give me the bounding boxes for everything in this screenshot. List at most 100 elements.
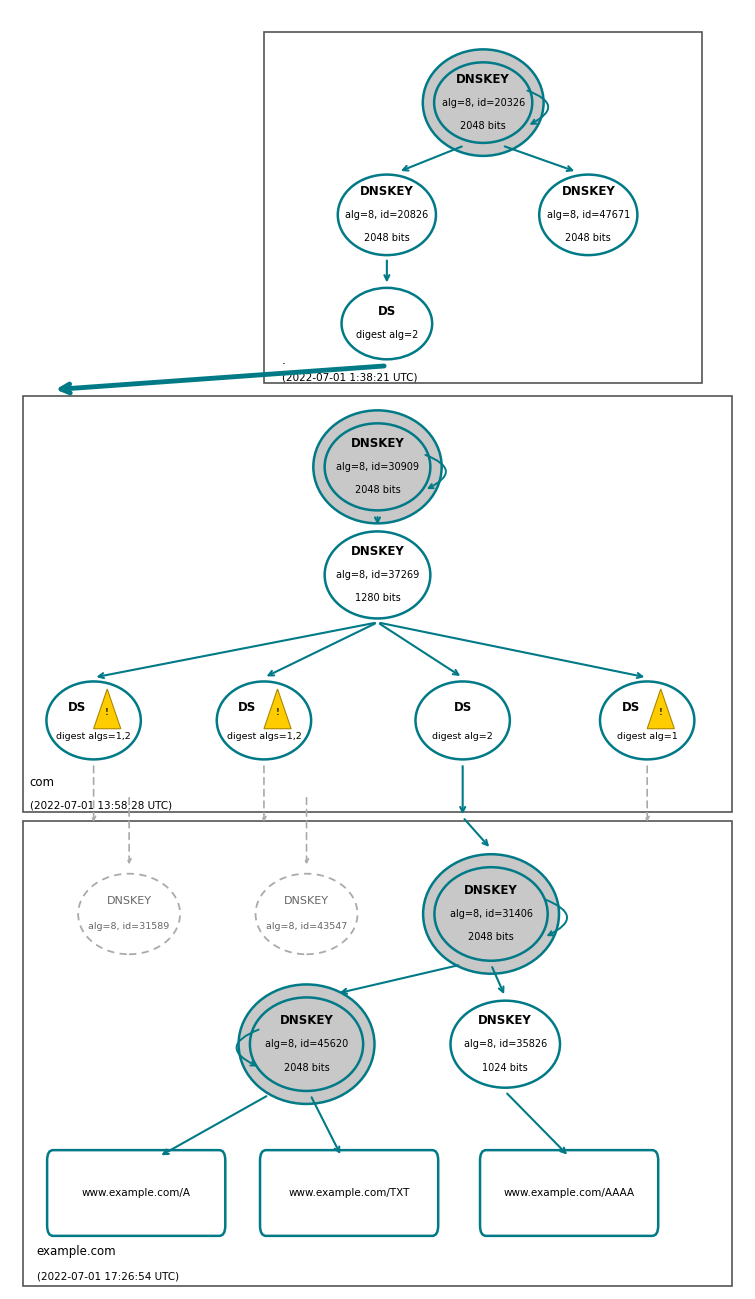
FancyArrowPatch shape (384, 261, 390, 281)
Text: DS: DS (239, 701, 257, 714)
FancyBboxPatch shape (47, 1150, 225, 1235)
Bar (23, 396, 732, 812)
Text: DS: DS (68, 701, 86, 714)
Text: 2048 bits: 2048 bits (355, 486, 400, 495)
FancyArrowPatch shape (492, 968, 504, 992)
Ellipse shape (325, 423, 430, 511)
Ellipse shape (313, 410, 442, 523)
Text: digest alg=2: digest alg=2 (356, 330, 418, 340)
FancyArrowPatch shape (425, 455, 446, 488)
Text: alg=8, id=47671: alg=8, id=47671 (547, 210, 630, 220)
Text: example.com: example.com (37, 1244, 116, 1257)
Text: DS: DS (621, 701, 639, 714)
Text: DNSKEY: DNSKEY (279, 1015, 334, 1028)
FancyArrowPatch shape (262, 766, 266, 820)
FancyArrowPatch shape (460, 766, 465, 812)
Text: (2022-07-01 13:58:28 UTC): (2022-07-01 13:58:28 UTC) (29, 800, 172, 811)
FancyArrowPatch shape (91, 766, 96, 820)
Text: DNSKEY: DNSKEY (350, 546, 405, 559)
Text: com: com (29, 777, 55, 790)
Text: digest algs=1,2: digest algs=1,2 (226, 731, 301, 740)
Ellipse shape (239, 985, 374, 1104)
FancyArrowPatch shape (380, 624, 458, 674)
Ellipse shape (341, 288, 432, 360)
Text: alg=8, id=20326: alg=8, id=20326 (442, 97, 525, 108)
Text: 2048 bits: 2048 bits (461, 121, 506, 131)
Text: digest alg=1: digest alg=1 (617, 731, 677, 740)
Text: alg=8, id=37269: alg=8, id=37269 (336, 570, 419, 579)
Ellipse shape (325, 531, 430, 618)
Text: alg=8, id=45620: alg=8, id=45620 (265, 1039, 348, 1050)
Text: 2048 bits: 2048 bits (284, 1063, 329, 1073)
Text: alg=8, id=35826: alg=8, id=35826 (464, 1039, 547, 1050)
Text: DNSKEY: DNSKEY (106, 896, 152, 905)
Text: www.example.com/TXT: www.example.com/TXT (288, 1189, 410, 1198)
Bar (23, 821, 732, 1286)
Text: .: . (282, 353, 285, 366)
FancyArrowPatch shape (127, 798, 131, 863)
Text: !: ! (276, 708, 279, 717)
FancyArrowPatch shape (381, 624, 643, 678)
Text: DNSKEY: DNSKEY (284, 896, 329, 905)
Polygon shape (647, 688, 674, 729)
FancyArrowPatch shape (99, 624, 374, 678)
FancyArrowPatch shape (61, 366, 384, 392)
Text: 2048 bits: 2048 bits (468, 933, 514, 942)
Text: !: ! (105, 708, 109, 717)
Text: alg=8, id=20826: alg=8, id=20826 (345, 210, 429, 220)
Text: 2048 bits: 2048 bits (364, 234, 410, 243)
Text: www.example.com/A: www.example.com/A (82, 1189, 191, 1198)
Ellipse shape (600, 682, 695, 760)
Text: (2022-07-01 1:38:21 UTC): (2022-07-01 1:38:21 UTC) (282, 373, 418, 383)
Ellipse shape (337, 174, 436, 255)
Text: DNSKEY: DNSKEY (350, 436, 405, 449)
Text: DNSKEY: DNSKEY (360, 184, 414, 197)
Ellipse shape (423, 855, 559, 974)
Ellipse shape (434, 868, 547, 961)
Ellipse shape (539, 174, 637, 255)
Text: alg=8, id=43547: alg=8, id=43547 (266, 922, 347, 931)
FancyArrowPatch shape (375, 517, 380, 522)
Text: !: ! (659, 708, 663, 717)
FancyArrowPatch shape (269, 624, 375, 675)
Ellipse shape (78, 874, 180, 955)
FancyArrowPatch shape (342, 965, 458, 994)
Text: (2022-07-01 17:26:54 UTC): (2022-07-01 17:26:54 UTC) (37, 1272, 179, 1282)
FancyArrowPatch shape (527, 91, 548, 123)
Ellipse shape (434, 62, 532, 143)
Text: alg=8, id=31406: alg=8, id=31406 (449, 909, 532, 918)
FancyArrowPatch shape (163, 1096, 267, 1154)
Text: alg=8, id=30909: alg=8, id=30909 (336, 462, 419, 472)
Text: digest alg=2: digest alg=2 (433, 731, 493, 740)
Text: 2048 bits: 2048 bits (565, 234, 611, 243)
FancyArrowPatch shape (403, 147, 462, 170)
FancyArrowPatch shape (507, 1094, 565, 1154)
Ellipse shape (415, 682, 510, 760)
Ellipse shape (47, 682, 140, 760)
Ellipse shape (451, 1000, 560, 1087)
Ellipse shape (255, 874, 358, 955)
Text: DNSKEY: DNSKEY (479, 1015, 532, 1028)
FancyArrowPatch shape (304, 798, 309, 863)
Text: DNSKEY: DNSKEY (464, 885, 518, 898)
Text: 1024 bits: 1024 bits (482, 1063, 528, 1073)
Polygon shape (264, 688, 291, 729)
Ellipse shape (250, 998, 363, 1091)
FancyArrowPatch shape (545, 899, 567, 935)
Text: DNSKEY: DNSKEY (562, 184, 615, 197)
Text: DNSKEY: DNSKEY (456, 73, 510, 86)
Text: DS: DS (378, 305, 396, 318)
Text: alg=8, id=31589: alg=8, id=31589 (88, 922, 170, 931)
FancyArrowPatch shape (312, 1098, 339, 1152)
Text: DS: DS (454, 701, 472, 714)
FancyArrowPatch shape (504, 147, 572, 171)
Ellipse shape (217, 682, 311, 760)
FancyBboxPatch shape (480, 1150, 658, 1235)
FancyArrowPatch shape (646, 766, 649, 820)
Ellipse shape (423, 49, 544, 156)
Text: www.example.com/AAAA: www.example.com/AAAA (504, 1189, 635, 1198)
Text: 1280 bits: 1280 bits (355, 594, 400, 603)
Text: digest algs=1,2: digest algs=1,2 (56, 731, 131, 740)
FancyBboxPatch shape (260, 1150, 438, 1235)
Bar (264, 32, 702, 383)
